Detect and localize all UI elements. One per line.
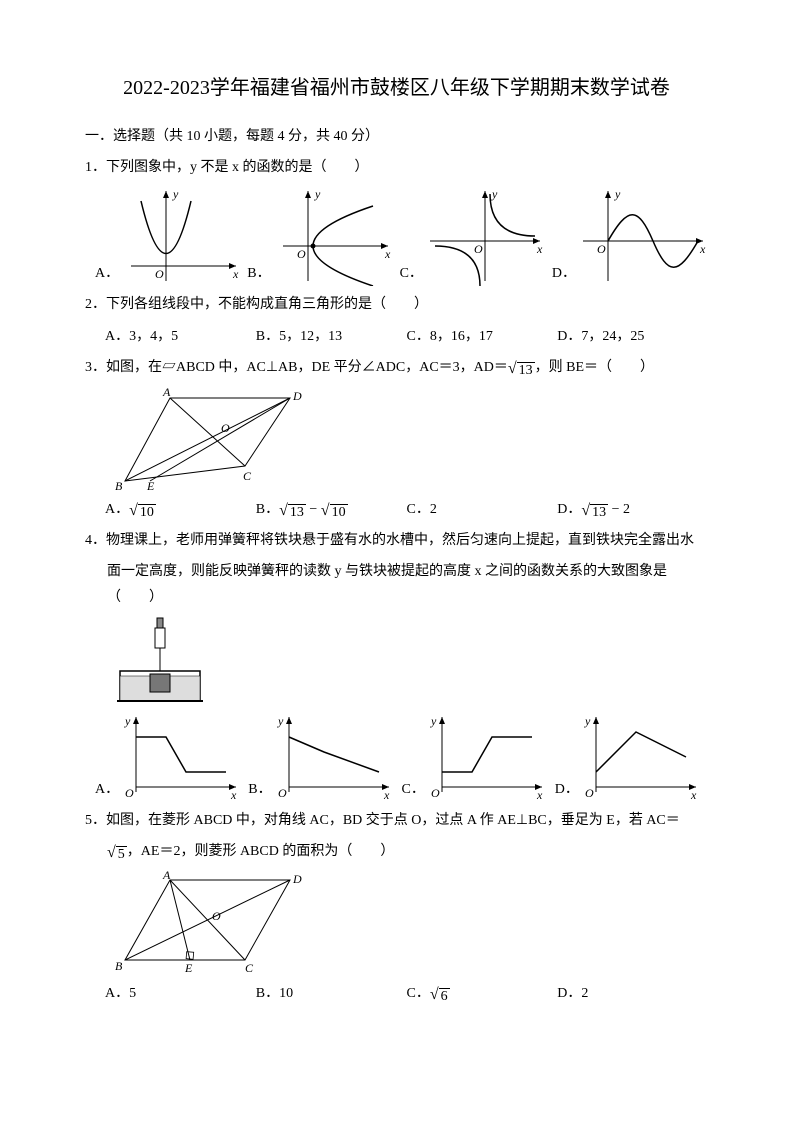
q3-opt-a: A．√10 — [105, 497, 256, 522]
svg-text:y: y — [491, 187, 498, 201]
svg-text:O: O — [212, 909, 221, 923]
question-1: 1．下列图象中，y 不是 x 的函数的是（ ） — [85, 155, 708, 180]
svg-text:B: B — [115, 959, 123, 973]
svg-text:y: y — [277, 714, 284, 728]
svg-text:O: O — [221, 421, 230, 435]
q1-graph-c: x y O — [425, 186, 545, 286]
q4-figures: A． x y O B． x y O C． x y O — [95, 712, 708, 802]
q4-opt-c-label: C． — [402, 777, 425, 802]
svg-text:x: x — [383, 788, 390, 802]
svg-text:B: B — [115, 479, 123, 491]
question-4-line1: 4．物理课上，老师用弹簧秤将铁块悬于盛有水的水槽中，然后匀速向上提起，直到铁块完… — [85, 528, 708, 553]
svg-text:O: O — [155, 267, 164, 281]
q2-opt-b: B．5，12，13 — [256, 324, 407, 349]
q4-graph-b: x y O — [274, 712, 394, 802]
svg-text:O: O — [431, 786, 440, 800]
svg-text:x: x — [536, 788, 543, 802]
q3-opt-c: C．2 — [407, 497, 558, 522]
q5-opt-d: D．2 — [557, 981, 708, 1006]
q5-figure: A D C B E O — [115, 870, 708, 975]
q5-opt-b: B．10 — [256, 981, 407, 1006]
question-5-line1: 5．如图，在菱形 ABCD 中，对角线 AC，BD 交于点 O，过点 A 作 A… — [85, 808, 708, 833]
q1-opt-d-label: D． — [552, 261, 576, 286]
q2-opt-d: D．7，24，25 — [557, 324, 708, 349]
svg-text:y: y — [172, 187, 179, 201]
q5-opt-c: C．√6 — [407, 981, 558, 1006]
svg-text:y: y — [584, 714, 591, 728]
q3-opt-b: B．√13 − √10 — [256, 497, 407, 522]
svg-text:D: D — [292, 872, 302, 886]
svg-text:x: x — [232, 267, 239, 281]
svg-text:y: y — [314, 187, 321, 201]
svg-text:O: O — [585, 786, 594, 800]
q3-stem-b: ，则 BE＝（ ） — [535, 360, 654, 375]
svg-text:E: E — [184, 961, 193, 975]
svg-text:O: O — [278, 786, 287, 800]
q5-opt-a: A．5 — [105, 981, 256, 1006]
svg-text:y: y — [614, 187, 621, 201]
q4-graph-d: x y O — [581, 712, 701, 802]
q5-options: A．5 B．10 C．√6 D．2 — [105, 981, 708, 1006]
q2-opt-c: C．8，16，17 — [407, 324, 558, 349]
svg-text:A: A — [162, 386, 171, 399]
svg-text:O: O — [597, 242, 606, 256]
q3-stem-a: 3．如图，在▱ABCD 中，AC⊥AB，DE 平分∠ADC，AC＝3，AD＝ — [85, 360, 508, 375]
svg-text:E: E — [146, 479, 155, 491]
svg-text:y: y — [124, 714, 131, 728]
svg-text:A: A — [162, 870, 171, 882]
svg-text:x: x — [699, 242, 706, 256]
svg-text:x: x — [690, 788, 697, 802]
svg-text:C: C — [243, 469, 252, 483]
q1-figures: A． x y O B． x y O C． x y O — [95, 186, 708, 286]
q2-opt-a: A．3，4，5 — [105, 324, 256, 349]
question-5-line2: √5，AE＝2，则菱形 ABCD 的面积为（ ） — [107, 839, 708, 864]
svg-text:x: x — [384, 247, 391, 261]
svg-text:x: x — [536, 242, 543, 256]
q1-graph-b: x y O — [273, 186, 393, 286]
q4-graph-a: x y O — [121, 712, 241, 802]
q4-opt-d-label: D． — [555, 777, 579, 802]
q1-opt-a-label: A． — [95, 261, 119, 286]
q1-graph-a: x y O — [121, 186, 241, 286]
q4-opt-a-label: A． — [95, 777, 119, 802]
svg-text:O: O — [474, 242, 483, 256]
q1-opt-b-label: B． — [247, 261, 270, 286]
question-2: 2．下列各组线段中，不能构成直角三角形的是（ ） — [85, 292, 708, 317]
section-header: 一．选择题（共 10 小题，每题 4 分，共 40 分） — [85, 124, 708, 149]
svg-text:O: O — [297, 247, 306, 261]
question-4-line2: 面一定高度，则能反映弹簧秤的读数 y 与铁块被提起的高度 x 之间的函数关系的大… — [107, 559, 708, 609]
sqrt-icon: √5 — [107, 846, 127, 862]
q4-setup-figure — [115, 616, 708, 706]
q3-options: A．√10 B．√13 − √10 C．2 D．√13 − 2 — [105, 497, 708, 522]
q1-graph-d: x y O — [578, 186, 708, 286]
sqrt-icon: √13 — [508, 362, 535, 378]
q4-opt-b-label: B． — [248, 777, 271, 802]
svg-text:C: C — [245, 961, 254, 975]
q2-options: A．3，4，5 B．5，12，13 C．8，16，17 D．7，24，25 — [105, 324, 708, 349]
q1-opt-c-label: C． — [400, 261, 423, 286]
q3-opt-d: D．√13 − 2 — [557, 497, 708, 522]
question-3: 3．如图，在▱ABCD 中，AC⊥AB，DE 平分∠ADC，AC＝3，AD＝√1… — [85, 355, 708, 380]
q3-figure: A D C B E O — [115, 386, 708, 491]
svg-text:D: D — [292, 389, 302, 403]
svg-text:x: x — [230, 788, 237, 802]
svg-text:O: O — [125, 786, 134, 800]
page-title: 2022-2023学年福建省福州市鼓楼区八年级下学期期末数学试卷 — [85, 70, 708, 106]
svg-text:y: y — [430, 714, 437, 728]
q4-graph-c: x y O — [427, 712, 547, 802]
